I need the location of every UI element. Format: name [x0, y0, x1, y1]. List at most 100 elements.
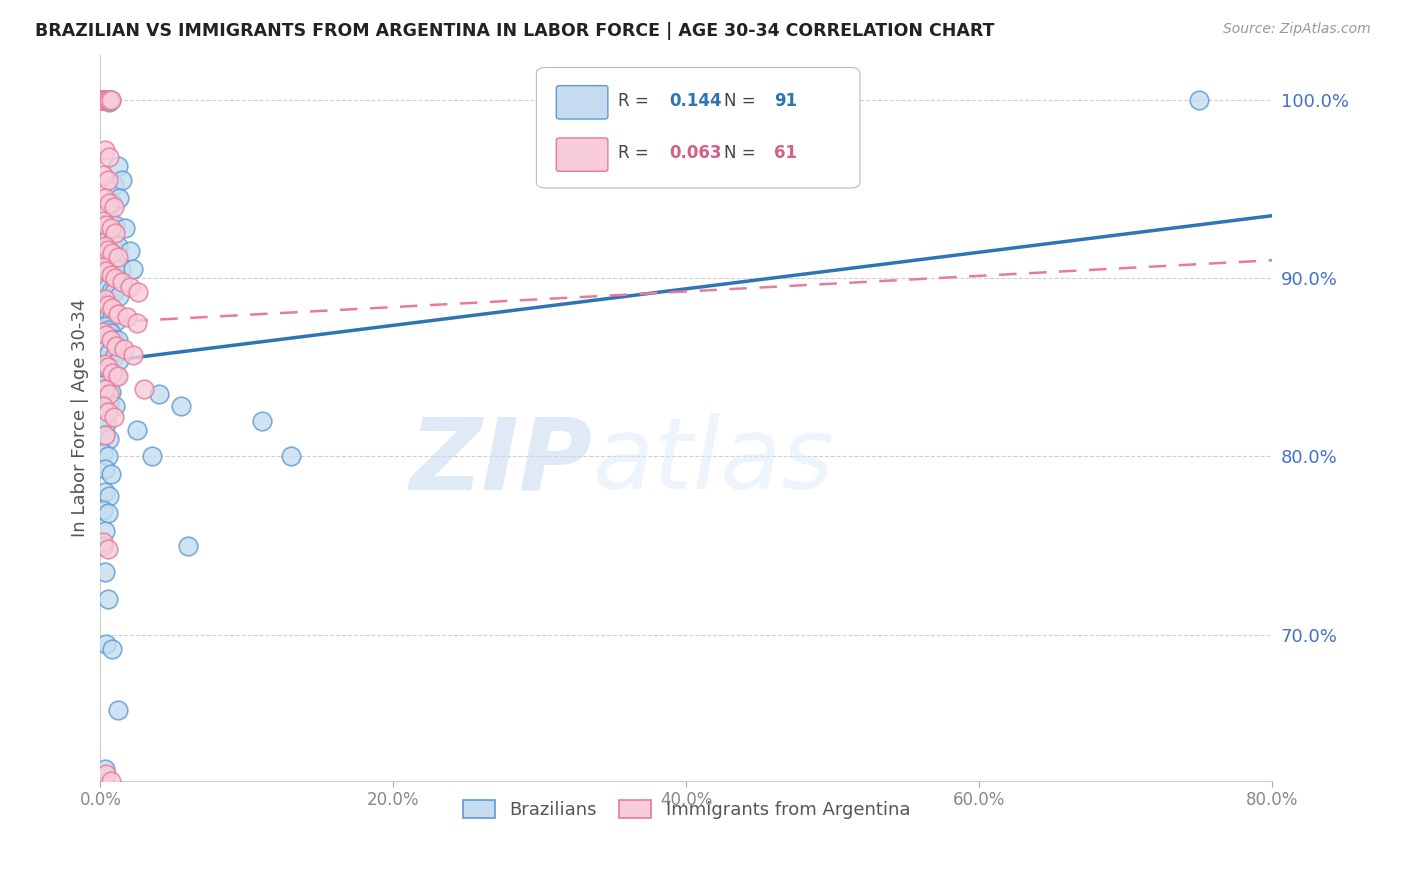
Point [97, 93, 120, 107]
Point [101, 642, 124, 657]
Point [93, 392, 115, 407]
Point [177, 539, 200, 553]
Point [101, 366, 124, 380]
Point [97, 93, 120, 107]
Point [107, 239, 129, 253]
Point [100, 326, 122, 341]
Point [98, 396, 121, 410]
Point [112, 343, 135, 357]
Point [98, 346, 121, 360]
Point [107, 307, 129, 321]
Point [97, 280, 120, 294]
Point [100, 93, 122, 107]
Point [93, 93, 115, 107]
Point [93, 382, 115, 396]
Point [100, 221, 122, 235]
Point [97, 405, 120, 419]
Point [170, 400, 193, 414]
Point [101, 196, 124, 211]
FancyBboxPatch shape [557, 86, 607, 119]
Point [100, 284, 122, 298]
Point [96, 328, 118, 343]
Point [107, 250, 129, 264]
Point [100, 257, 122, 271]
Text: 0.144: 0.144 [669, 92, 721, 110]
Point [104, 218, 127, 232]
Point [110, 262, 132, 277]
Point [111, 173, 134, 187]
Point [108, 289, 131, 303]
Text: BRAZILIAN VS IMMIGRANTS FROM ARGENTINA IN LABOR FORCE | AGE 30-34 CORRELATION CH: BRAZILIAN VS IMMIGRANTS FROM ARGENTINA I… [35, 22, 994, 40]
Point [134, 382, 156, 396]
Text: 61: 61 [775, 145, 797, 162]
Point [97, 360, 120, 375]
Point [118, 244, 141, 259]
Point [125, 316, 148, 330]
Point [104, 271, 127, 285]
Point [103, 178, 125, 193]
Point [98, 93, 121, 107]
Point [121, 348, 143, 362]
Point [100, 268, 122, 282]
Point [96, 93, 118, 107]
Point [91, 339, 114, 353]
Point [93, 293, 115, 307]
Point [107, 703, 129, 717]
Point [93, 93, 115, 107]
Point [114, 221, 136, 235]
Point [104, 400, 127, 414]
Point [101, 368, 124, 382]
Point [97, 542, 120, 557]
Point [93, 143, 115, 157]
Point [91, 378, 114, 392]
FancyBboxPatch shape [557, 138, 607, 171]
Text: N =: N = [724, 145, 761, 162]
Point [96, 382, 118, 396]
Point [103, 410, 125, 425]
Point [98, 489, 121, 503]
Point [91, 168, 114, 182]
Point [91, 325, 114, 339]
Point [93, 191, 115, 205]
Point [93, 428, 115, 442]
Point [91, 298, 114, 312]
Point [98, 150, 121, 164]
Point [103, 332, 125, 346]
Point [103, 200, 125, 214]
Point [91, 503, 114, 517]
Point [103, 350, 125, 364]
Point [96, 264, 118, 278]
Point [104, 227, 127, 241]
Point [101, 301, 124, 316]
Text: 91: 91 [775, 92, 797, 110]
Point [105, 369, 128, 384]
Point [96, 303, 118, 318]
Point [115, 310, 138, 325]
Point [98, 432, 121, 446]
Point [107, 369, 129, 384]
Point [93, 319, 115, 334]
Point [96, 93, 118, 107]
Point [250, 414, 273, 428]
Point [97, 298, 120, 312]
Point [101, 246, 124, 260]
Point [91, 539, 114, 553]
Point [97, 232, 120, 246]
Point [105, 314, 128, 328]
Point [96, 767, 118, 781]
Point [98, 196, 121, 211]
Point [91, 260, 114, 275]
Point [91, 535, 114, 549]
Text: ZIP: ZIP [409, 413, 593, 510]
Point [90, 93, 112, 107]
Point [91, 414, 114, 428]
Point [98, 95, 121, 109]
Point [100, 93, 122, 107]
Point [141, 450, 163, 464]
Point [105, 339, 128, 353]
Text: R =: R = [619, 92, 654, 110]
Point [90, 93, 112, 107]
Point [121, 262, 143, 277]
Text: N =: N = [724, 92, 761, 110]
Point [100, 774, 122, 789]
